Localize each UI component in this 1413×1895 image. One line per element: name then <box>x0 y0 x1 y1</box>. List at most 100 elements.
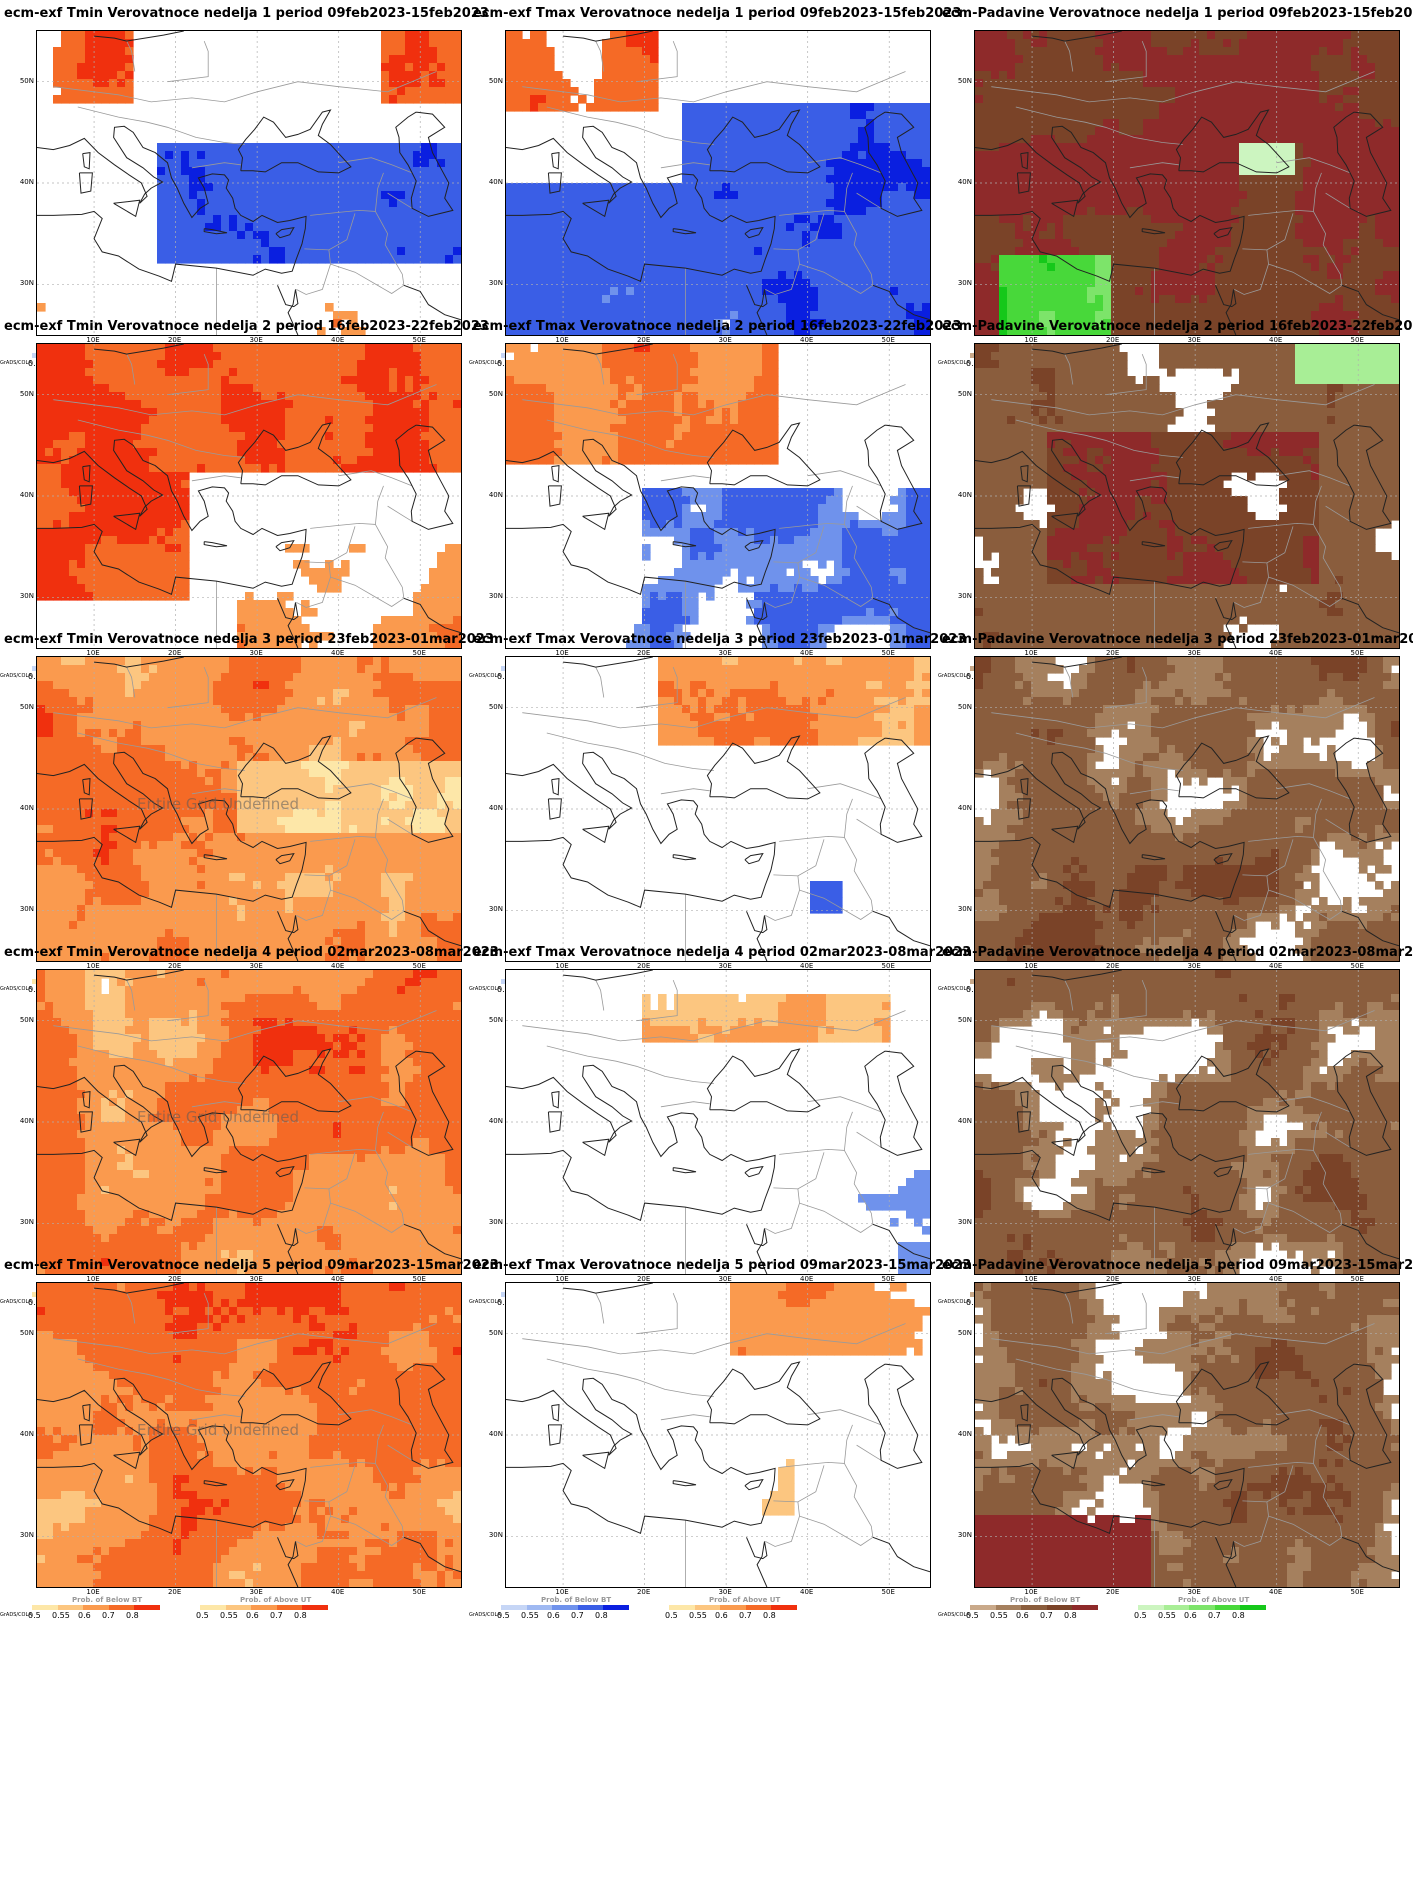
probability-cell <box>421 408 430 417</box>
probability-cell <box>109 384 118 393</box>
probability-cell <box>229 392 238 401</box>
probability-cell <box>554 327 563 335</box>
probability-cell <box>1239 327 1248 335</box>
probability-cell <box>730 207 739 216</box>
probability-cell <box>1143 191 1152 200</box>
probability-cell <box>890 207 899 216</box>
probability-cell <box>1063 287 1072 296</box>
probability-cell <box>381 223 390 232</box>
probability-cell <box>1167 183 1176 192</box>
probability-cell <box>554 199 563 208</box>
probability-cell <box>626 279 635 288</box>
probability-cell <box>1311 119 1320 128</box>
probability-cell <box>594 207 603 216</box>
probability-cell <box>1119 319 1128 328</box>
probability-cell <box>578 295 587 304</box>
probability-cell <box>205 400 214 409</box>
probability-cell <box>437 39 446 48</box>
probability-cell <box>983 175 992 184</box>
probability-cell <box>522 71 531 80</box>
probability-cell <box>237 215 246 224</box>
probability-cell <box>690 119 699 128</box>
probability-cell <box>277 255 286 264</box>
probability-cell <box>826 223 835 232</box>
probability-cell <box>453 223 461 232</box>
probability-cell <box>1127 39 1136 48</box>
probability-cell <box>818 239 827 248</box>
probability-cell <box>1391 79 1399 88</box>
probability-cell <box>602 199 611 208</box>
probability-cell <box>1055 263 1064 272</box>
probability-cell <box>1111 263 1120 272</box>
probability-cell <box>1023 247 1032 256</box>
probability-cell <box>1391 47 1399 56</box>
probability-cell <box>301 416 310 425</box>
probability-cell <box>794 127 803 136</box>
probability-cell <box>1215 303 1224 312</box>
probability-cell <box>1367 175 1376 184</box>
probability-cell <box>682 151 691 160</box>
probability-cell <box>101 47 110 56</box>
probability-cell <box>906 239 915 248</box>
probability-cell <box>682 191 691 200</box>
probability-cell <box>1303 151 1312 160</box>
probability-cell <box>405 55 414 64</box>
probability-cell <box>754 263 763 272</box>
probability-cell <box>1319 63 1328 72</box>
probability-cell <box>1383 159 1392 168</box>
probability-cell <box>1151 215 1160 224</box>
probability-cell <box>738 311 747 320</box>
probability-cell <box>413 79 422 88</box>
probability-cell <box>1263 279 1272 288</box>
probability-cell <box>157 151 166 160</box>
probability-cell <box>1087 71 1096 80</box>
probability-cell <box>666 199 675 208</box>
probability-cell <box>1247 207 1256 216</box>
probability-cell <box>650 55 659 64</box>
probability-cell <box>1263 295 1272 304</box>
probability-cell <box>746 207 755 216</box>
probability-cell <box>906 271 915 280</box>
probability-cell <box>666 271 675 280</box>
probability-cell <box>453 199 461 208</box>
probability-cell <box>1143 47 1152 56</box>
probability-cell <box>810 103 819 112</box>
probability-cell <box>690 135 699 144</box>
probability-cell <box>1095 183 1104 192</box>
probability-cell <box>1007 159 1016 168</box>
probability-cell <box>1175 199 1184 208</box>
probability-cell <box>1023 271 1032 280</box>
probability-cell <box>1007 79 1016 88</box>
probability-cell <box>1151 287 1160 296</box>
probability-cell <box>626 95 635 104</box>
probability-cell <box>1079 79 1088 88</box>
probability-cell <box>1039 87 1048 96</box>
graticule <box>506 31 930 335</box>
probability-cell <box>341 167 350 176</box>
probability-cell <box>269 416 278 425</box>
probability-cell <box>149 400 158 409</box>
probability-cell <box>205 408 214 417</box>
probability-cell <box>333 311 342 320</box>
probability-cell <box>285 175 294 184</box>
probability-cell <box>794 199 803 208</box>
probability-cell <box>1039 175 1048 184</box>
probability-cell <box>133 360 142 369</box>
probability-cell <box>882 199 891 208</box>
probability-cell <box>914 327 923 335</box>
coastline <box>864 111 923 217</box>
probability-cell <box>1327 79 1336 88</box>
probability-cell <box>874 271 883 280</box>
probability-cell <box>522 103 531 112</box>
probability-cell <box>237 360 246 369</box>
probability-cell <box>1327 87 1336 96</box>
probability-cell <box>914 167 923 176</box>
probability-cell <box>802 207 811 216</box>
probability-cell <box>882 271 891 280</box>
probability-cell <box>866 303 875 312</box>
probability-cell <box>506 263 515 272</box>
probability-cell <box>77 63 86 72</box>
probability-cell <box>698 119 707 128</box>
probability-cell <box>421 87 430 96</box>
probability-cell <box>1047 215 1056 224</box>
